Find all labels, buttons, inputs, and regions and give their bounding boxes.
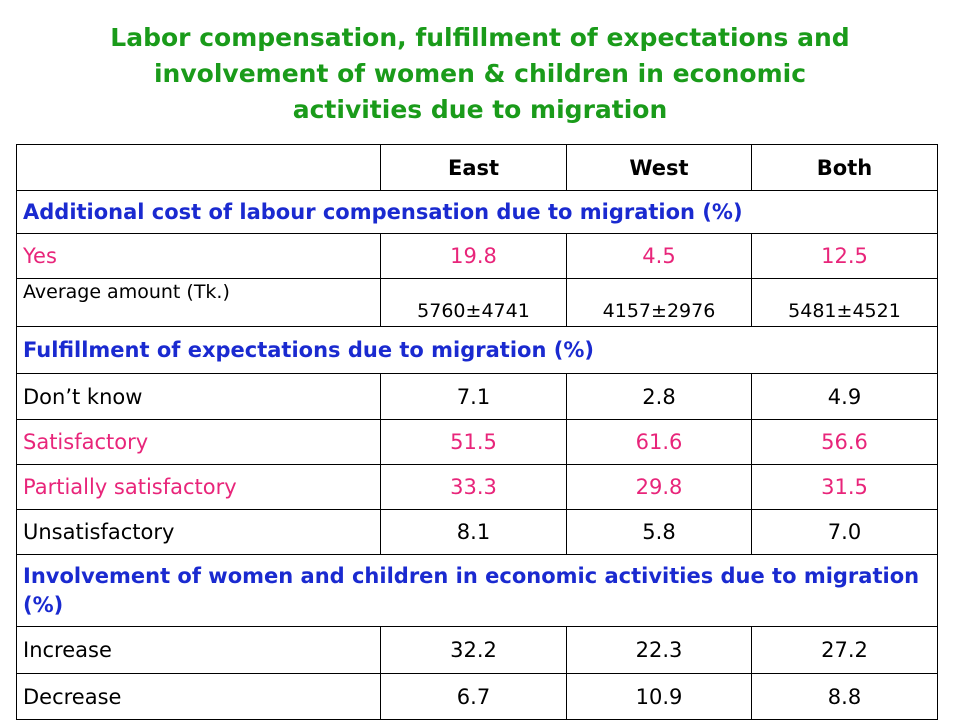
- title-line-3: activities due to migration: [292, 95, 668, 124]
- table-row: Decrease 6.7 10.9 8.8: [16, 673, 938, 720]
- header-cell-east: East: [380, 144, 567, 191]
- header-cell-both: Both: [751, 144, 938, 191]
- title-line-2: involvement of women & children in econo…: [153, 59, 807, 88]
- cell-both: 4.9: [751, 373, 938, 420]
- migration-table: East West Both Additional cost of labour…: [16, 144, 938, 720]
- row-label: Decrease: [16, 673, 381, 720]
- header-cell-west: West: [566, 144, 752, 191]
- section-header-row: Additional cost of labour compensation d…: [16, 190, 938, 234]
- section-header-row: Involvement of women and children in eco…: [16, 554, 938, 627]
- cell-east: 5760±4741: [380, 278, 567, 327]
- cell-east: 32.2: [380, 626, 567, 674]
- cell-west: 2.8: [566, 373, 752, 420]
- cell-west: 4157±2976: [566, 278, 752, 327]
- cell-both: 12.5: [751, 233, 938, 279]
- cell-both: 56.6: [751, 419, 938, 465]
- cell-east: 7.1: [380, 373, 567, 420]
- row-label: Don’t know: [16, 373, 381, 420]
- table-row: Satisfactory 51.5 61.6 56.6: [16, 419, 938, 465]
- cell-west: 22.3: [566, 626, 752, 674]
- cell-west: 61.6: [566, 419, 752, 465]
- cell-west: 4.5: [566, 233, 752, 279]
- cell-east: 6.7: [380, 673, 567, 720]
- cell-both: 7.0: [751, 509, 938, 555]
- row-label: Yes: [16, 233, 381, 279]
- table-row: Partially satisfactory 33.3 29.8 31.5: [16, 464, 938, 510]
- section-header-row: Fulfillment of expectations due to migra…: [16, 326, 938, 374]
- table-header-row: East West Both: [16, 144, 938, 191]
- cell-east: 33.3: [380, 464, 567, 510]
- title-line-1: Labor compensation, fulfillment of expec…: [110, 23, 850, 52]
- header-cell-empty: [16, 144, 381, 191]
- section-header-involvement: Involvement of women and children in eco…: [16, 554, 938, 627]
- cell-both: 31.5: [751, 464, 938, 510]
- section-header-labour-cost: Additional cost of labour compensation d…: [16, 190, 938, 234]
- cell-east: 8.1: [380, 509, 567, 555]
- cell-east: 51.5: [380, 419, 567, 465]
- cell-west: 29.8: [566, 464, 752, 510]
- section-header-expectations: Fulfillment of expectations due to migra…: [16, 326, 938, 374]
- row-label: Satisfactory: [16, 419, 381, 465]
- cell-both: 27.2: [751, 626, 938, 674]
- cell-both: 8.8: [751, 673, 938, 720]
- cell-west: 10.9: [566, 673, 752, 720]
- table-row: Yes 19.8 4.5 12.5: [16, 233, 938, 279]
- row-label: Unsatisfactory: [16, 509, 381, 555]
- table-row: Don’t know 7.1 2.8 4.9: [16, 373, 938, 420]
- table-row: Increase 32.2 22.3 27.2: [16, 626, 938, 674]
- table-row: Unsatisfactory 8.1 5.8 7.0: [16, 509, 938, 555]
- table-row: Average amount (Tk.) 5760±4741 4157±2976…: [16, 278, 938, 327]
- slide-title: Labor compensation, fulfillment of expec…: [60, 20, 900, 128]
- cell-both: 5481±4521: [751, 278, 938, 327]
- row-label: Increase: [16, 626, 381, 674]
- row-label: Average amount (Tk.): [16, 278, 381, 327]
- cell-east: 19.8: [380, 233, 567, 279]
- cell-west: 5.8: [566, 509, 752, 555]
- row-label: Partially satisfactory: [16, 464, 381, 510]
